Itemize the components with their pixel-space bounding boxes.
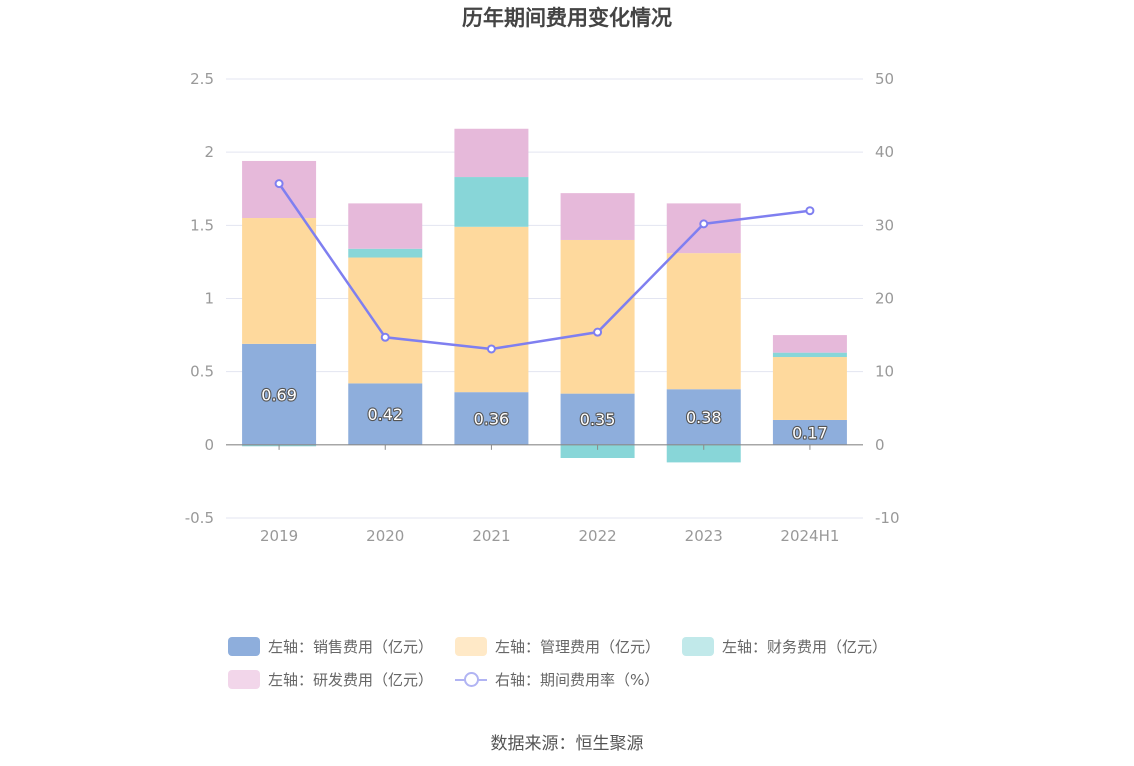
- right-axis-tick-label: 0: [875, 436, 885, 454]
- x-axis-tick-label: 2019: [260, 527, 298, 545]
- bar-segment: [454, 392, 529, 445]
- right-axis-tick-label: 20: [875, 290, 894, 308]
- bar-segment: [242, 343, 317, 445]
- bar-data-label: 0.35: [580, 410, 616, 429]
- bar-segment: [560, 444, 635, 459]
- bar-segment: [772, 352, 847, 358]
- bar-segment: [560, 193, 635, 240]
- data-source: 数据来源：恒生聚源: [490, 734, 644, 754]
- legend-row: 左轴：销售费用（亿元） 左轴：管理费用（亿元） 左轴：财务费用（亿元）: [228, 630, 948, 663]
- legend-item[interactable]: 左轴：销售费用（亿元）: [228, 636, 433, 657]
- line-point: [486, 344, 496, 354]
- x-axis-tick-label: 2023: [685, 527, 723, 545]
- legend-label: 右轴：期间费用率（%）: [495, 671, 660, 689]
- line-point: [805, 206, 815, 216]
- chart-legend: 左轴：销售费用（亿元） 左轴：管理费用（亿元） 左轴：财务费用（亿元） 左轴：研发费用…: [228, 630, 948, 696]
- right-axis-tick-label: 50: [875, 70, 894, 88]
- legend-swatch: [228, 670, 260, 689]
- bar-segment: [454, 226, 529, 393]
- line-point: [699, 219, 709, 229]
- left-axis-tick-label: 0.5: [190, 363, 214, 381]
- bar-segment: [348, 248, 423, 258]
- bar-segment: [666, 444, 741, 463]
- legend-swatch: [228, 637, 260, 656]
- line-point: [380, 332, 390, 342]
- right-axis-tick-label: -10: [875, 509, 900, 527]
- bar-data-label: 0.38: [686, 408, 722, 427]
- right-axis-tick-label: 30: [875, 216, 894, 234]
- bar-segment: [242, 160, 317, 219]
- bar-segment: [560, 239, 635, 394]
- legend-line-marker: [455, 670, 488, 689]
- left-axis-tick-label: 0: [204, 436, 214, 454]
- legend-row: 左轴：研发费用（亿元） 右轴：期间费用率（%）: [228, 663, 948, 696]
- legend-swatch: [682, 637, 715, 656]
- bar-segment: [348, 203, 423, 249]
- legend-label: 左轴：销售费用（亿元）: [268, 638, 434, 656]
- bar-data-label: 0.42: [367, 405, 403, 424]
- line-point: [593, 327, 603, 337]
- legend-swatch: [455, 637, 488, 656]
- bar-segment: [454, 128, 529, 178]
- x-axis-tick-label: 2020: [366, 527, 404, 545]
- x-axis-tick-label: 2021: [472, 527, 510, 545]
- bar-data-label: 0.69: [261, 385, 297, 404]
- left-axis-tick-label: 1: [204, 290, 214, 308]
- bar-segment: [772, 357, 847, 420]
- x-axis-tick-label: 2022: [578, 527, 616, 545]
- left-axis-tick-label: -0.5: [185, 509, 214, 527]
- left-axis-tick-label: 2: [204, 143, 214, 161]
- x-axis-tick-label: 2024H1: [780, 527, 839, 545]
- legend-label: 左轴：管理费用（亿元）: [495, 638, 661, 656]
- bar-segment: [666, 253, 741, 390]
- legend-label: 左轴：研发费用（亿元）: [268, 671, 434, 689]
- right-axis-tick-label: 40: [875, 143, 894, 161]
- bar-segment: [348, 383, 423, 445]
- bar-segment: [242, 218, 317, 344]
- bar-segment: [772, 335, 847, 353]
- bar-segment: [772, 419, 847, 445]
- chart-title: 历年期间费用变化情况: [462, 6, 672, 30]
- legend-item[interactable]: 左轴：财务费用（亿元）: [682, 636, 887, 657]
- line-point: [274, 179, 284, 189]
- bar-segment: [348, 257, 423, 384]
- legend-item[interactable]: 左轴：研发费用（亿元）: [228, 669, 433, 690]
- legend-item[interactable]: 左轴：管理费用（亿元）: [455, 636, 660, 657]
- left-axis-tick-label: 2.5: [190, 70, 214, 88]
- right-axis-tick-label: 10: [875, 363, 894, 381]
- bar-segment: [560, 393, 635, 445]
- left-axis-tick-label: 1.5: [190, 216, 214, 234]
- bar-data-label: 0.17: [792, 423, 828, 442]
- legend-item[interactable]: 右轴：期间费用率（%）: [455, 669, 659, 690]
- bar-data-label: 0.36: [474, 409, 510, 428]
- bar-segment: [454, 177, 529, 227]
- line-series-path: [278, 182, 811, 351]
- bar-segment: [666, 389, 741, 445]
- legend-label: 左轴：财务费用（亿元）: [722, 638, 888, 656]
